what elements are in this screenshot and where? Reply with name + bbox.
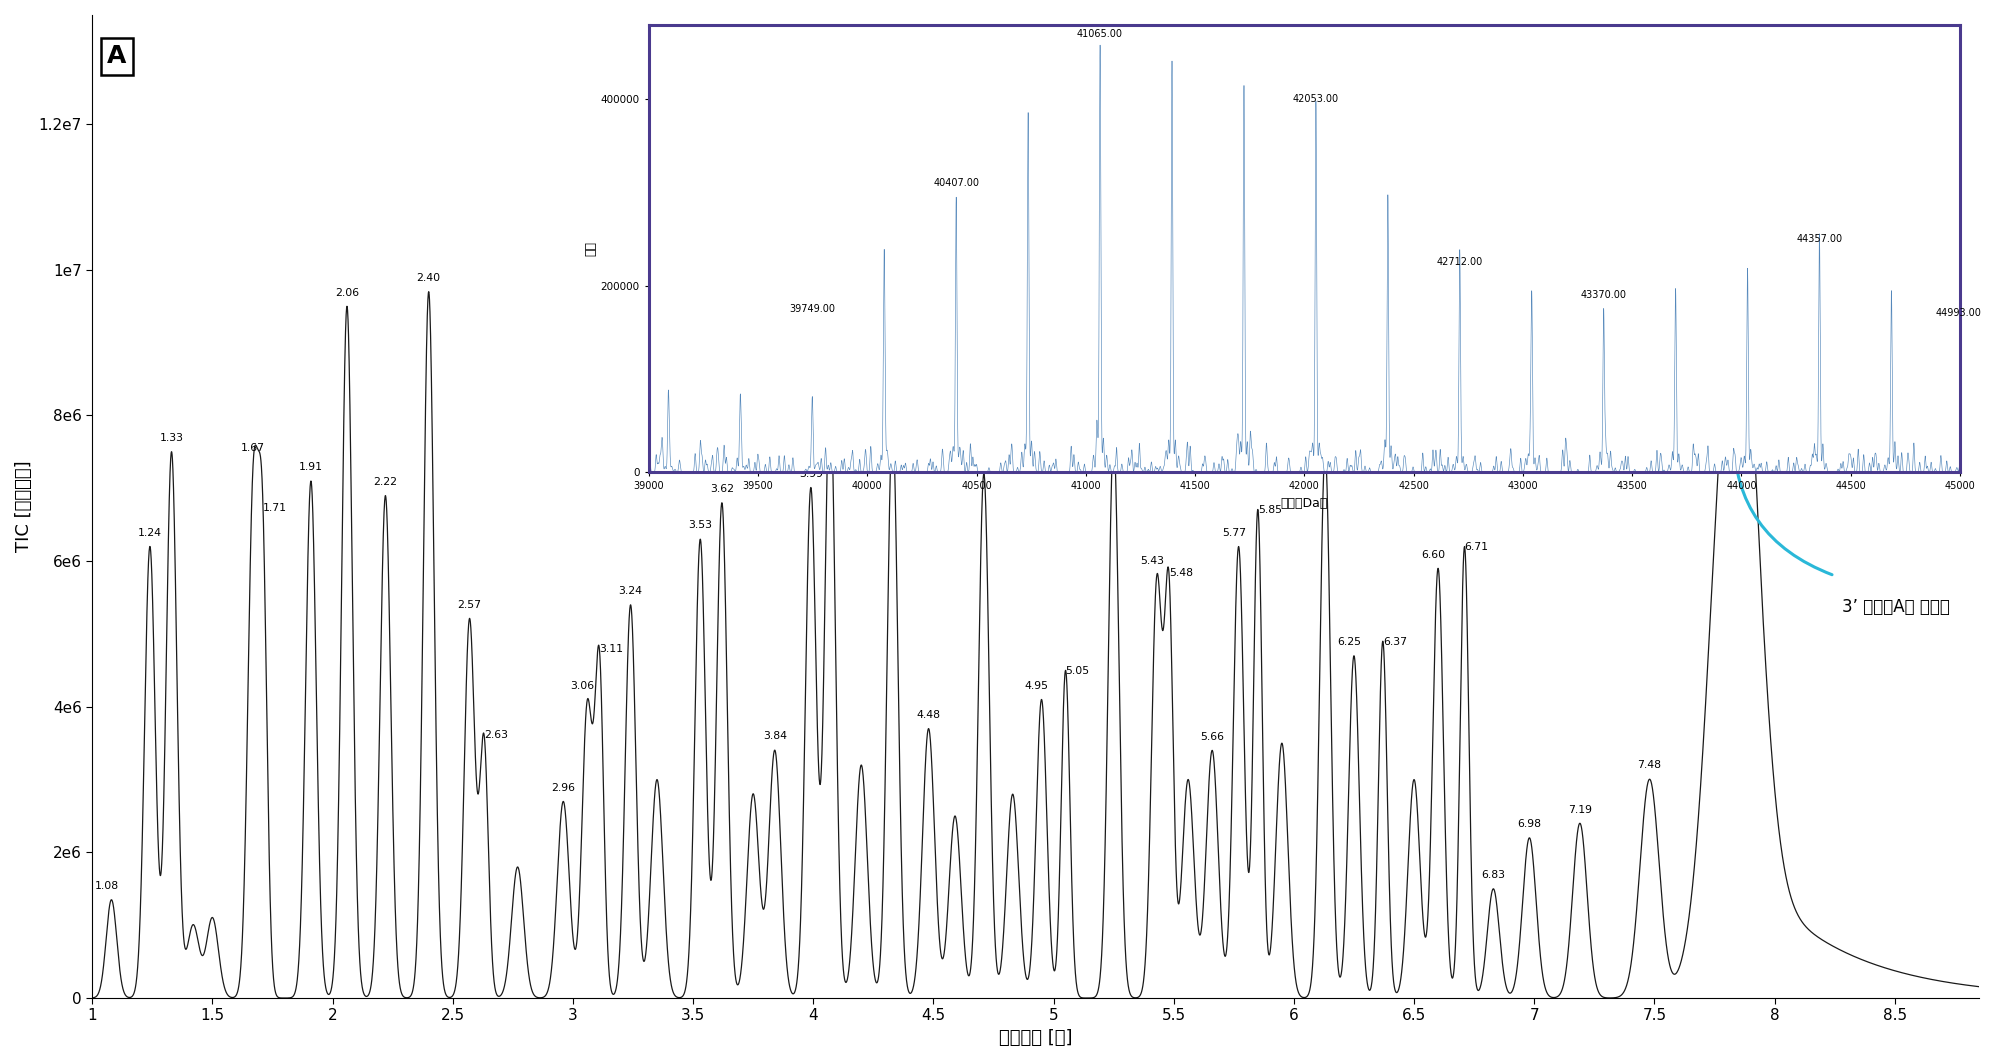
Text: 6.71: 6.71 bbox=[1464, 543, 1488, 552]
Text: 4.07: 4.07 bbox=[818, 367, 842, 377]
Text: 3.06: 3.06 bbox=[570, 681, 594, 691]
Text: 6.98: 6.98 bbox=[1518, 819, 1542, 829]
Text: 4.48: 4.48 bbox=[916, 709, 940, 720]
Text: 4.95: 4.95 bbox=[1024, 681, 1048, 690]
Text: 3.84: 3.84 bbox=[762, 732, 786, 741]
Text: 5.48: 5.48 bbox=[1168, 568, 1192, 579]
Text: 2.06: 2.06 bbox=[334, 288, 360, 297]
Text: 4.71: 4.71 bbox=[972, 455, 996, 465]
Text: 7.48: 7.48 bbox=[1638, 760, 1662, 771]
Text: 3.11: 3.11 bbox=[600, 644, 624, 654]
Text: 6.37: 6.37 bbox=[1382, 637, 1406, 647]
Text: 6.60: 6.60 bbox=[1422, 550, 1446, 560]
Text: 5.77: 5.77 bbox=[1222, 528, 1246, 537]
Text: 3’ ポリ（A） テール: 3’ ポリ（A） テール bbox=[1842, 598, 1950, 616]
Text: 5.43: 5.43 bbox=[1140, 556, 1164, 566]
Text: 1.24: 1.24 bbox=[138, 528, 162, 537]
Text: 3.62: 3.62 bbox=[710, 484, 734, 494]
Text: 1.33: 1.33 bbox=[160, 433, 184, 443]
Text: 3.99: 3.99 bbox=[798, 468, 822, 479]
Text: 7.19: 7.19 bbox=[1568, 805, 1592, 815]
Text: 2.63: 2.63 bbox=[484, 731, 508, 740]
Text: 6.25: 6.25 bbox=[1338, 637, 1362, 647]
Text: 4.33: 4.33 bbox=[880, 404, 904, 414]
X-axis label: 保持時間 [分]: 保持時間 [分] bbox=[998, 1029, 1072, 1047]
Text: 7.83: 7.83 bbox=[1722, 149, 1746, 159]
Text: 6.13: 6.13 bbox=[1314, 433, 1338, 443]
Text: 5.66: 5.66 bbox=[1200, 732, 1224, 741]
Text: 5.25: 5.25 bbox=[1102, 418, 1126, 429]
Text: 2.40: 2.40 bbox=[416, 273, 440, 282]
Text: 3.24: 3.24 bbox=[618, 586, 642, 596]
Y-axis label: TIC [カウント]: TIC [カウント] bbox=[14, 461, 32, 552]
Text: 2.96: 2.96 bbox=[552, 783, 576, 792]
Text: 5.05: 5.05 bbox=[1066, 666, 1090, 676]
Text: 1.08: 1.08 bbox=[94, 881, 118, 891]
Text: 2.57: 2.57 bbox=[458, 600, 482, 610]
Text: A: A bbox=[108, 45, 126, 68]
Text: 1.67: 1.67 bbox=[242, 443, 266, 453]
Text: 3.53: 3.53 bbox=[688, 520, 712, 530]
Text: 5.85: 5.85 bbox=[1258, 506, 1282, 515]
Text: 6.83: 6.83 bbox=[1482, 870, 1506, 880]
Text: 1.71: 1.71 bbox=[262, 503, 286, 513]
Text: 1.91: 1.91 bbox=[298, 462, 322, 473]
Text: 2.22: 2.22 bbox=[374, 477, 398, 486]
